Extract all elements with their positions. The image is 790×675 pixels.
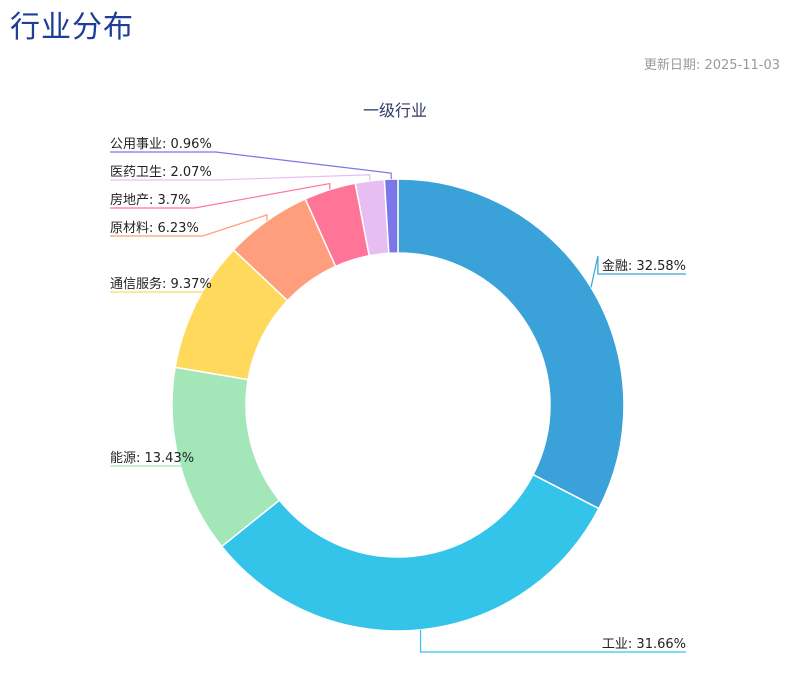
slice-8[interactable] — [383, 178, 399, 255]
leader-line-3 — [110, 461, 219, 467]
slice-label-2: 工业: 31.66% — [602, 637, 686, 652]
leader-line-1 — [590, 255, 686, 288]
leader-line-5 — [110, 214, 268, 237]
update-date-value: 2025-11-03 — [704, 58, 780, 73]
slice-1[interactable] — [397, 178, 625, 510]
slice-label-1: 金融: 32.58% — [602, 258, 686, 274]
leader-line-2 — [419, 629, 686, 653]
slice-label-5: 原材料: 6.23% — [110, 221, 199, 236]
leader-line-7 — [110, 174, 371, 181]
update-date-row: 更新日期: 2025-11-03 — [644, 54, 780, 73]
slice-label-8: 公用事业: 0.96% — [110, 137, 212, 152]
slice-label-3: 能源: 13.43% — [110, 451, 194, 466]
slice-label-4: 通信服务: 9.37% — [110, 276, 212, 292]
slice-label-7: 医药卫生: 2.07% — [110, 165, 212, 180]
slice-2[interactable] — [220, 473, 600, 632]
page-title: 行业分布 — [10, 10, 134, 45]
leader-line-6 — [110, 182, 331, 209]
label-leader-lines — [110, 151, 686, 653]
industry-chart: 一级行业 金融: 32.58% 工业: 31.66% 能源: 13.43% 通信服务:… — [0, 80, 790, 675]
update-date-label: 更新日期: — [643, 58, 701, 73]
leader-line-8 — [110, 151, 392, 180]
leader-line-4 — [110, 291, 240, 305]
donut-slices — [171, 178, 625, 632]
chart-title: 一级行业 — [363, 101, 427, 120]
slice-labels: 金融: 32.58% 工业: 31.66% 能源: 13.43% 通信服务: 9.37… — [110, 137, 686, 652]
donut-chart: 一级行业 金融: 32.58% 工业: 31.66% 能源: 13.43% 通信服务:… — [110, 101, 686, 653]
slice-label-6: 房地产: 3.7% — [110, 192, 191, 208]
